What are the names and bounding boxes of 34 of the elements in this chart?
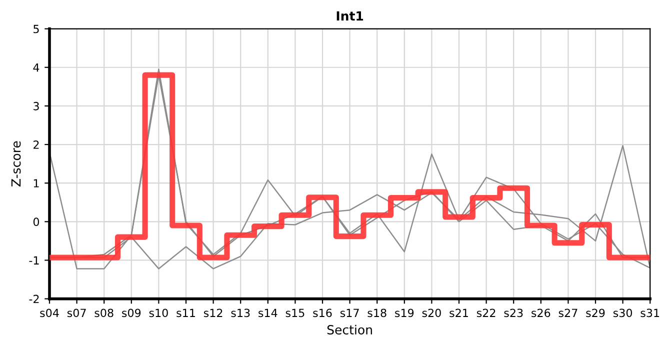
chart-title: Int1 [336,11,364,20]
x-tick-label: s29 [586,308,605,318]
x-axis-title: Section [327,324,372,335]
y-tick-label: 1 [34,179,39,188]
x-tick-label: s13 [231,308,250,318]
x-tick-label: s11 [176,308,195,318]
x-tick-label: s10 [149,308,168,318]
x-tick-label: s15 [286,308,304,318]
x-tick-label: s07 [67,308,86,318]
x-tick-label: s14 [258,308,278,318]
x-tick-label: s12 [204,308,222,318]
y-tick-label: -2 [29,294,39,304]
x-tick-label: s04 [40,308,59,318]
y-tick-label: 2 [34,140,39,149]
x-tick-label: s27 [558,308,578,318]
y-tick-label: -1 [29,256,39,264]
y-tick-label: 4 [33,63,40,72]
x-tick-label: s08 [94,308,114,318]
x-tick-label: s31 [640,308,660,318]
x-tick-label: s20 [422,308,441,318]
y-tick-label: 0 [33,218,40,226]
x-tick-label: s21 [450,308,468,318]
x-tick-label: s18 [368,308,386,318]
y-tick-label: 5 [34,24,39,34]
x-tick-label: s16 [313,308,332,318]
x-tick-label: s09 [122,308,141,318]
x-tick-label: s17 [340,308,359,318]
x-tick-label: s22 [476,308,496,318]
x-tick-label: s30 [613,308,632,318]
y-tick-label: 3 [34,102,39,110]
x-tick-label: s19 [395,308,414,318]
x-tick-label: s23 [504,308,523,318]
x-tick-label: s26 [532,308,550,318]
y-axis-title: Z-score [11,141,21,186]
